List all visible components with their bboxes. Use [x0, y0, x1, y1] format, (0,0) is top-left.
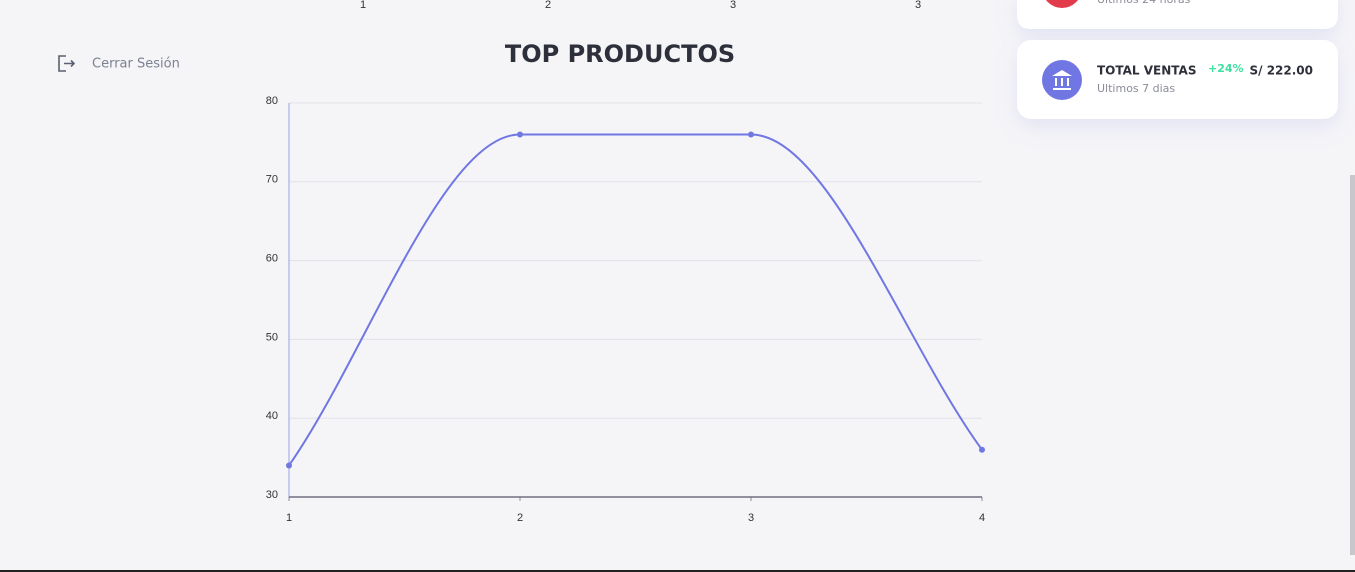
- x-tick-label: 4: [979, 512, 985, 524]
- logout-icon: [58, 55, 76, 72]
- card-bg: [1017, 40, 1338, 119]
- bank-icon: [1052, 70, 1072, 90]
- line: [288, 133, 983, 467]
- logout-label[interactable]: Cerrar Sesión: [92, 57, 180, 72]
- card-change: +24%: [1208, 62, 1244, 75]
- chart: 30 40 50 60 70 80 1 2 3 4: [266, 95, 985, 524]
- point: [748, 131, 754, 138]
- point: [517, 131, 523, 138]
- card-subtitle: Ultimos 24 horas: [1097, 0, 1191, 6]
- scrollbar[interactable]: [1350, 175, 1355, 555]
- x-tick-label: 1: [286, 512, 292, 524]
- y-tick-label: 80: [266, 95, 278, 107]
- logout-button[interactable]: Cerrar Sesión: [58, 55, 180, 72]
- y-tick-label: 70: [266, 174, 278, 186]
- point: [979, 446, 985, 453]
- top-tick-label: 2: [545, 0, 551, 11]
- top-tick-label: 1: [360, 0, 366, 11]
- card-icon: [1046, 0, 1078, 8]
- y-tick-label: 50: [266, 331, 278, 343]
- card-amount: S/ 222.00: [1249, 64, 1313, 78]
- x-tick-label: 2: [517, 512, 523, 524]
- card: [1017, 40, 1338, 119]
- card-title: TOTAL VENTAS: [1097, 64, 1196, 78]
- card-subtitle: Ultimos 7 dias: [1097, 82, 1175, 95]
- y-tick-label: 30: [266, 489, 278, 501]
- y-tick-label: 40: [266, 410, 278, 422]
- card-bg: [1017, 0, 1338, 29]
- bottom-edge: [0, 570, 1355, 572]
- x-tick-label: 3: [748, 512, 754, 524]
- y-tick-label: 60: [266, 253, 278, 265]
- top-axis: 1 2 3 3: [360, 0, 921, 11]
- top-tick-label: 3: [730, 0, 736, 11]
- card: [1017, 0, 1338, 29]
- chart-title: TOP PRODUCTOS: [505, 40, 735, 68]
- top-tick-label: 3: [915, 0, 921, 11]
- point: [286, 462, 292, 469]
